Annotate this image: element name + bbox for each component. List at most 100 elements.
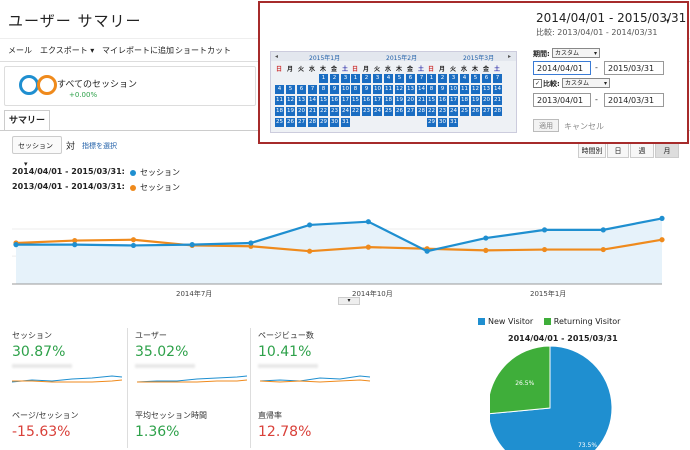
apply-button[interactable]: 適用	[533, 119, 559, 132]
calendar-day[interactable]: 19	[471, 96, 480, 105]
calendar-day[interactable]: 25	[460, 107, 469, 116]
calendar-day[interactable]: 26	[471, 107, 480, 116]
calendar-day[interactable]: 23	[438, 107, 447, 116]
period-select[interactable]: カスタム ▾	[552, 48, 600, 58]
calendar-day[interactable]: 4	[275, 85, 284, 94]
calendar-day[interactable]: 7	[417, 74, 426, 83]
calendar-day[interactable]: 2	[362, 74, 371, 83]
calendar-day[interactable]: 30	[438, 118, 447, 127]
chart-collapse-handle[interactable]: ▾	[338, 297, 360, 305]
compare-select[interactable]: カスタム ▾	[562, 78, 610, 88]
calendar-day[interactable]: 6	[297, 85, 306, 94]
calendar-day[interactable]: 17	[373, 96, 382, 105]
calendar-day[interactable]: 13	[406, 85, 415, 94]
calendar-day[interactable]: 20	[297, 107, 306, 116]
calendar-day[interactable]: 7	[493, 74, 502, 83]
calendar-day[interactable]: 9	[438, 85, 447, 94]
segment-card[interactable]: すべてのセッション +0.00%	[4, 66, 256, 106]
calendar-day[interactable]: 7	[308, 85, 317, 94]
calendar-day[interactable]: 31	[341, 118, 350, 127]
calendar-day[interactable]: 27	[297, 118, 306, 127]
calendar-day[interactable]: 9	[330, 85, 339, 94]
view-month-button[interactable]: 月	[655, 142, 679, 158]
calendar-day[interactable]: 13	[297, 96, 306, 105]
calendar-day[interactable]: 28	[493, 107, 502, 116]
calendar-day[interactable]: 5	[471, 74, 480, 83]
calendar-day[interactable]: 13	[482, 85, 491, 94]
calendar-day[interactable]: 18	[384, 96, 393, 105]
calendar-day[interactable]: 9	[362, 85, 371, 94]
calendar-day[interactable]: 12	[286, 96, 295, 105]
calendar-day[interactable]: 30	[330, 118, 339, 127]
calendar-day[interactable]: 21	[308, 107, 317, 116]
calendar-day[interactable]: 1	[427, 74, 436, 83]
calendar-day[interactable]: 28	[417, 107, 426, 116]
calendar-day[interactable]: 27	[482, 107, 491, 116]
calendar-day[interactable]: 14	[308, 96, 317, 105]
calendar-day[interactable]: 17	[449, 96, 458, 105]
email-button[interactable]: メール	[8, 46, 32, 55]
calendar-day[interactable]: 25	[384, 107, 393, 116]
calendar-day[interactable]: 10	[341, 85, 350, 94]
calendar-day[interactable]: 8	[427, 85, 436, 94]
calendar-day[interactable]: 26	[286, 118, 295, 127]
calendar-day[interactable]: 2	[438, 74, 447, 83]
calendar-day[interactable]: 5	[286, 85, 295, 94]
calendar-day[interactable]: 6	[406, 74, 415, 83]
calendar-day[interactable]: 14	[493, 85, 502, 94]
calendar-day[interactable]: 15	[319, 96, 328, 105]
calendar-day[interactable]: 22	[351, 107, 360, 116]
calendar-day[interactable]: 16	[362, 96, 371, 105]
calendar-day[interactable]: 1	[319, 74, 328, 83]
calendar-day[interactable]: 20	[406, 96, 415, 105]
calendar-day[interactable]: 15	[427, 96, 436, 105]
compare-start-input[interactable]: 2013/04/01	[533, 93, 591, 107]
calendar-day[interactable]: 21	[493, 96, 502, 105]
calendar-day[interactable]: 8	[351, 85, 360, 94]
chevron-down-icon[interactable]: ▾	[666, 17, 670, 25]
calendar-day[interactable]: 24	[341, 107, 350, 116]
calendar-day[interactable]: 10	[373, 85, 382, 94]
calendar-day[interactable]: 3	[373, 74, 382, 83]
calendar-day[interactable]: 10	[449, 85, 458, 94]
calendar-day[interactable]: 3	[341, 74, 350, 83]
shortcut-button[interactable]: ショートカット	[175, 46, 231, 55]
prev-month-icon[interactable]: ◂	[275, 53, 279, 60]
calendar-day[interactable]: 11	[460, 85, 469, 94]
calendar-day[interactable]: 5	[395, 74, 404, 83]
calendar-day[interactable]: 6	[482, 74, 491, 83]
calendar-day[interactable]: 17	[341, 96, 350, 105]
calendar-day[interactable]: 18	[275, 107, 284, 116]
calendar-day[interactable]: 2	[330, 74, 339, 83]
calendar-day[interactable]: 3	[449, 74, 458, 83]
calendar-day[interactable]: 25	[275, 118, 284, 127]
compare-end-input[interactable]: 2014/03/31	[604, 93, 664, 107]
picker-range-main[interactable]: 2014/04/01 - 2015/03/31	[536, 11, 687, 25]
start-date-input[interactable]: 2014/04/01	[533, 61, 591, 75]
calendar-day[interactable]: 21	[417, 96, 426, 105]
calendar-day[interactable]: 24	[373, 107, 382, 116]
calendar-day[interactable]: 24	[449, 107, 458, 116]
calendar-day[interactable]: 16	[330, 96, 339, 105]
calendar-day[interactable]: 26	[395, 107, 404, 116]
calendar-day[interactable]: 4	[384, 74, 393, 83]
calendar-day[interactable]: 18	[460, 96, 469, 105]
export-button[interactable]: エクスポート ▾	[40, 45, 94, 56]
compare-checkbox[interactable]: ✓	[533, 79, 542, 88]
calendar-day[interactable]: 1	[351, 74, 360, 83]
metric-select[interactable]: セッション ▾	[12, 136, 62, 168]
select-metric-link[interactable]: 指標を選択	[82, 142, 117, 150]
calendar-day[interactable]: 19	[286, 107, 295, 116]
calendar-day[interactable]: 4	[460, 74, 469, 83]
calendar-day[interactable]: 12	[395, 85, 404, 94]
view-day-button[interactable]: 日	[607, 142, 629, 158]
add-to-dashboard-button[interactable]: マイレポートに追加	[102, 46, 174, 55]
calendar-day[interactable]: 29	[427, 118, 436, 127]
calendar-day[interactable]: 20	[482, 96, 491, 105]
calendar-day[interactable]: 22	[319, 107, 328, 116]
calendar-day[interactable]: 11	[384, 85, 393, 94]
calendar-day[interactable]: 29	[319, 118, 328, 127]
calendar-day[interactable]: 28	[308, 118, 317, 127]
calendar-day[interactable]: 14	[417, 85, 426, 94]
view-hourly-button[interactable]: 時間別	[578, 142, 606, 158]
